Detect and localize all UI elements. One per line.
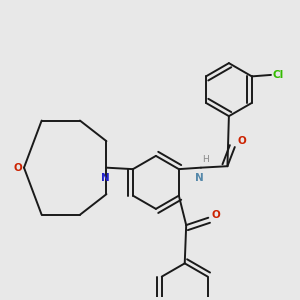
- Text: O: O: [13, 163, 22, 173]
- Text: H: H: [202, 155, 209, 164]
- Text: N: N: [195, 173, 204, 183]
- Text: N: N: [100, 173, 109, 183]
- Text: Cl: Cl: [272, 70, 284, 80]
- Text: O: O: [212, 210, 220, 220]
- Text: O: O: [238, 136, 247, 146]
